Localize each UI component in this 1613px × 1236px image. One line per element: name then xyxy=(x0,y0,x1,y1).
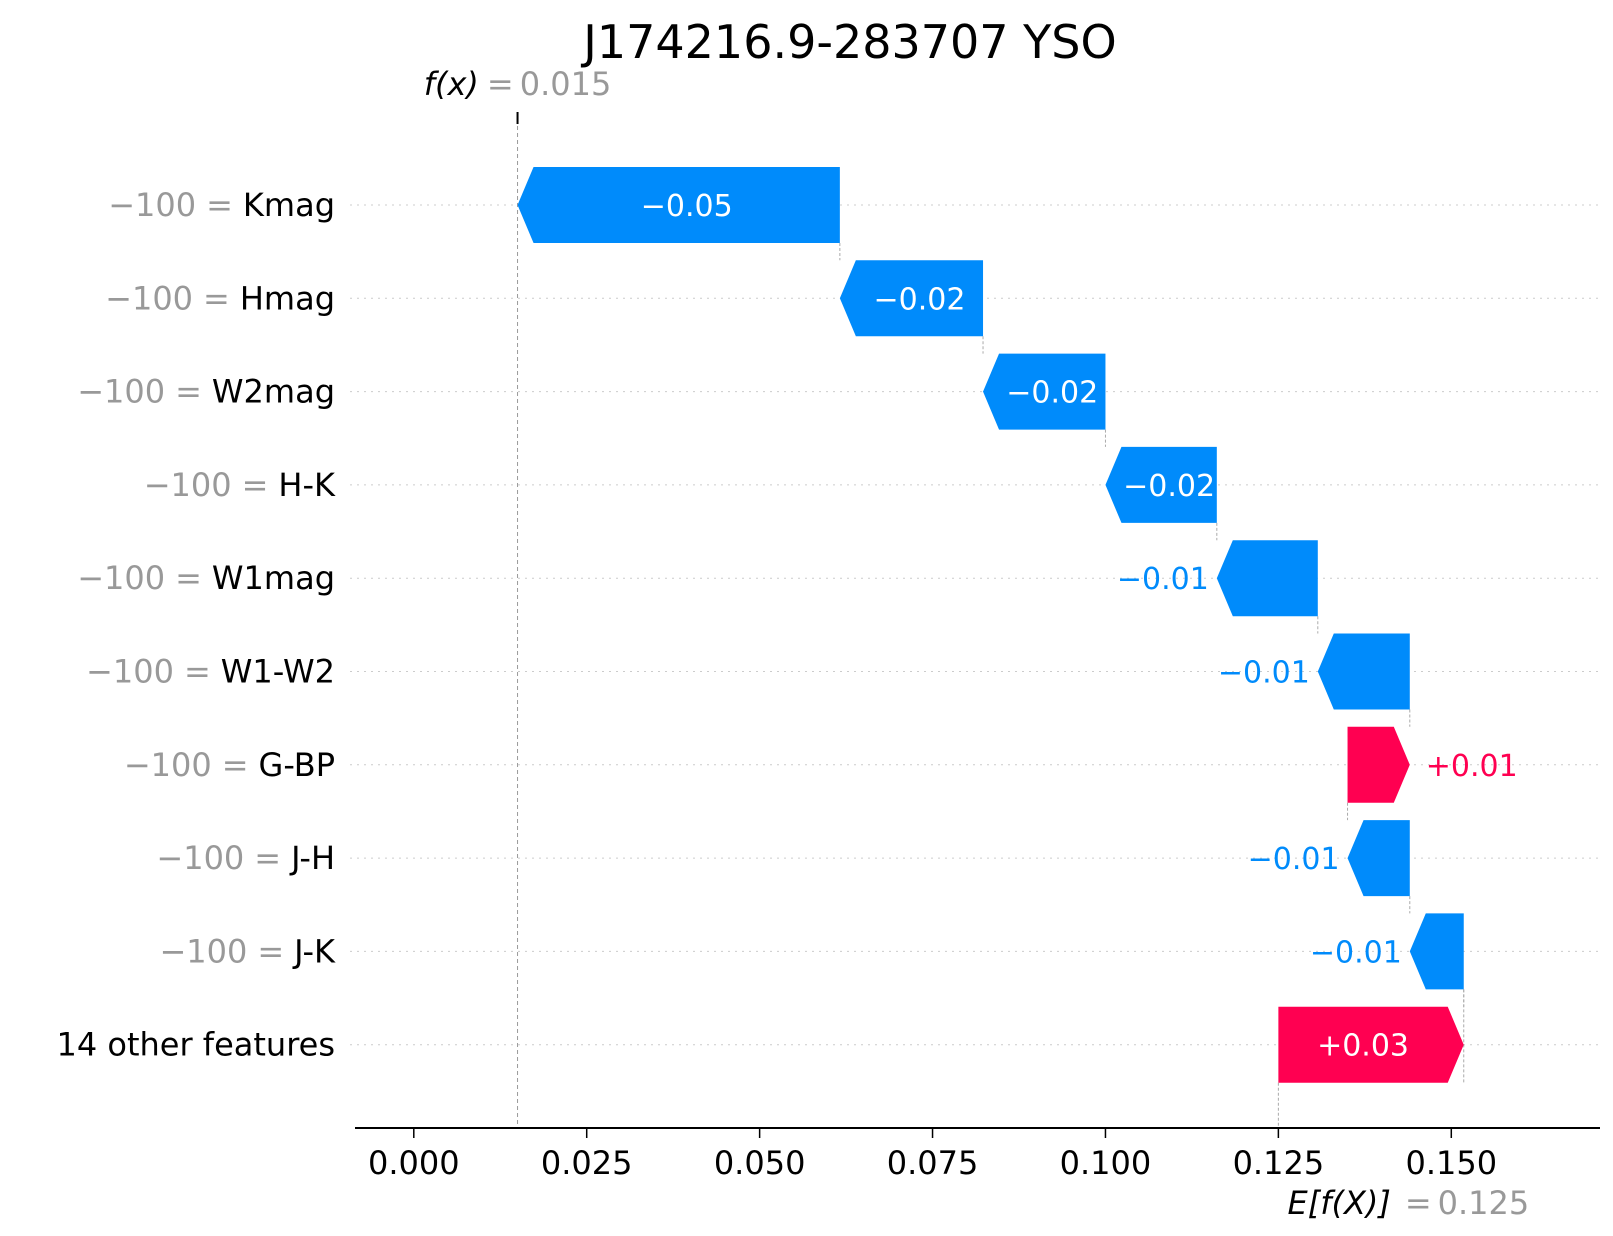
x-tick-label: 0.150 xyxy=(1405,1144,1497,1182)
feature-name: Kmag xyxy=(243,186,335,224)
bar-label: −0.05 xyxy=(641,189,733,224)
bar xyxy=(1278,1006,1464,1083)
x-tick-label: 0.025 xyxy=(541,1144,633,1182)
feature-label: −100 = J-H xyxy=(156,839,335,877)
efx-value: 0.125 xyxy=(1438,1184,1530,1222)
bar-label: −0.01 xyxy=(1310,935,1402,970)
bar-label: −0.02 xyxy=(1123,469,1215,504)
x-tick-label: 0.075 xyxy=(887,1144,979,1182)
feature-value: −100 xyxy=(108,186,196,224)
x-tick-label: 0.050 xyxy=(714,1144,806,1182)
bar-label: −0.02 xyxy=(873,282,965,317)
feature-eq: = xyxy=(257,932,284,970)
feature-labels: −100 = Kmag−100 = Hmag−100 = W2mag−100 = H-K−100… xyxy=(56,186,336,1064)
feature-label: −100 = W1-W2 xyxy=(86,653,335,691)
feature-label: −100 = G-BP xyxy=(124,746,335,784)
feature-name: J-K xyxy=(292,932,336,970)
bar-label: +0.01 xyxy=(1426,749,1518,784)
feature-label: −100 = W2mag xyxy=(77,373,335,411)
feature-eq: = xyxy=(203,279,230,317)
bar xyxy=(983,353,1106,430)
efx-annotation: E[f(X)] = 0.125 xyxy=(1287,1184,1529,1222)
feature-label: −100 = Kmag xyxy=(108,186,335,224)
feature-label: −100 = W1mag xyxy=(77,559,335,597)
fx-value: 0.015 xyxy=(520,65,612,103)
feature-name: Hmag xyxy=(240,279,335,317)
efx-label: E[f(X)] xyxy=(1287,1184,1390,1222)
feature-eq: = xyxy=(184,653,211,691)
bar xyxy=(517,167,840,243)
feature-value: −100 xyxy=(159,932,247,970)
bar-label: −0.01 xyxy=(1248,842,1340,877)
feature-label: 14 other features xyxy=(56,1026,335,1064)
x-tick-label: 0.100 xyxy=(1060,1144,1152,1182)
bar xyxy=(1409,913,1464,990)
feature-eq: = xyxy=(206,186,233,224)
feature-value: −100 xyxy=(77,559,165,597)
x-axis: 0.000 0.025 0.050 0.075 0.100 0.125 0.150 xyxy=(355,1127,1600,1182)
feature-name: W1-W2 xyxy=(221,653,335,691)
x-tick-label: 0.125 xyxy=(1233,1144,1325,1182)
fx-label: f(x) xyxy=(424,65,479,103)
bar xyxy=(1105,446,1217,523)
feature-value: −100 xyxy=(77,373,165,411)
feature-label: −100 = Hmag xyxy=(105,279,335,317)
feature-name: J-H xyxy=(289,839,335,877)
feature-value: −100 xyxy=(105,279,193,317)
fx-annotation: f(x) = 0.015 xyxy=(424,65,612,103)
feature-value: −100 xyxy=(144,466,232,504)
efx-eq: = xyxy=(1405,1184,1432,1222)
bar-label: −0.02 xyxy=(1006,376,1098,411)
feature-value: −100 xyxy=(86,653,174,691)
feature-eq: = xyxy=(242,466,269,504)
feature-name: W2mag xyxy=(212,373,335,411)
bar xyxy=(839,260,984,337)
chart-title: J174216.9-283707 YSO xyxy=(580,15,1116,69)
feature-eq: = xyxy=(175,559,202,597)
feature-label: −100 = J-K xyxy=(159,932,336,970)
feature-name: H-K xyxy=(278,466,336,504)
bar xyxy=(1317,633,1410,710)
feature-eq: = xyxy=(222,746,249,784)
feature-eq: = xyxy=(175,373,202,411)
x-tick-label: 0.000 xyxy=(368,1144,460,1182)
feature-value: −100 xyxy=(156,839,244,877)
feature-eq: = xyxy=(254,839,281,877)
bar-label: −0.01 xyxy=(1117,562,1209,597)
feature-label: −100 = H-K xyxy=(144,466,336,504)
fx-eq: = xyxy=(487,65,514,103)
connector-lines xyxy=(516,112,1465,1128)
feature-value: −100 xyxy=(124,746,212,784)
bar-label: +0.03 xyxy=(1317,1029,1409,1064)
bar xyxy=(1347,726,1410,803)
feature-name: W1mag xyxy=(212,559,335,597)
bar xyxy=(1216,540,1318,617)
feature-name: 14 other features xyxy=(56,1026,335,1064)
bar-label: −0.01 xyxy=(1218,656,1310,691)
feature-name: G-BP xyxy=(259,746,335,784)
bar xyxy=(1347,820,1410,897)
bars: −0.05 −0.02 −0.02 −0.02 −0.01 −0.01 +0.01 −0.01… xyxy=(517,167,1518,1083)
